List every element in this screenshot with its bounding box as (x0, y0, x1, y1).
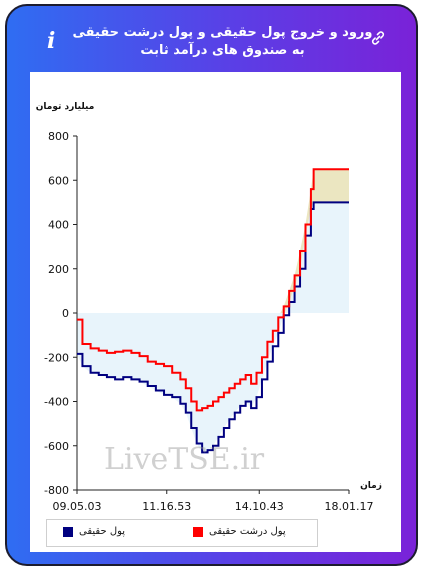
y-axis-label: میلیارد تومان (36, 102, 95, 112)
legend-label-big-real: پول درشت حقیقی (209, 526, 286, 537)
chart-title: ورود و خروج پول حقیقی و پول درشت حقیقی ب… (72, 25, 373, 58)
x-axis-label: زمان (360, 481, 382, 491)
chart-panel: 800 600 400 200 0 -200 -400 -600 -800 09.05.03 11.… (30, 72, 401, 552)
card-header: i ورود و خروج پول حقیقی و پول درشت حقیقی… (7, 6, 416, 76)
chart-svg: 800 600 400 200 0 -200 -400 -600 -800 09.05.03 11.… (36, 102, 382, 513)
x-tick-label: 11.16.53 (142, 500, 191, 513)
y-tick-label: -600 (44, 440, 69, 453)
y-tick-label: -400 (44, 396, 69, 409)
y-tick-label: 800 (48, 130, 69, 143)
watermark: LiveTSE.ir (104, 442, 265, 477)
info-icon[interactable]: i (47, 28, 56, 54)
legend-item-real[interactable]: پول حقیقی (63, 526, 125, 537)
y-tick-label: 0 (62, 307, 69, 320)
y-tick-label: -200 (44, 351, 69, 364)
legend-label-real: پول حقیقی (79, 526, 126, 537)
link-icon[interactable] (370, 30, 386, 46)
x-tick-label: 18.01.17 (325, 500, 374, 513)
y-tick-label: 600 (48, 174, 69, 187)
legend-swatch-real (63, 526, 73, 537)
series-line-big-real (77, 168, 349, 412)
legend: پول حقیقی پول درشت حقیقی (46, 519, 318, 547)
legend-item-big-real[interactable]: پول درشت حقیقی (193, 526, 286, 537)
y-tick-label: 200 (48, 263, 69, 276)
x-tick-label: 14.10.43 (235, 500, 284, 513)
y-tick-label: -800 (44, 484, 69, 497)
x-tick-label: 09.05.03 (53, 500, 102, 513)
series-line-real (77, 201, 349, 454)
area-real (77, 202, 349, 453)
y-tick-label: 400 (48, 219, 69, 232)
legend-swatch-big-real (193, 526, 203, 537)
